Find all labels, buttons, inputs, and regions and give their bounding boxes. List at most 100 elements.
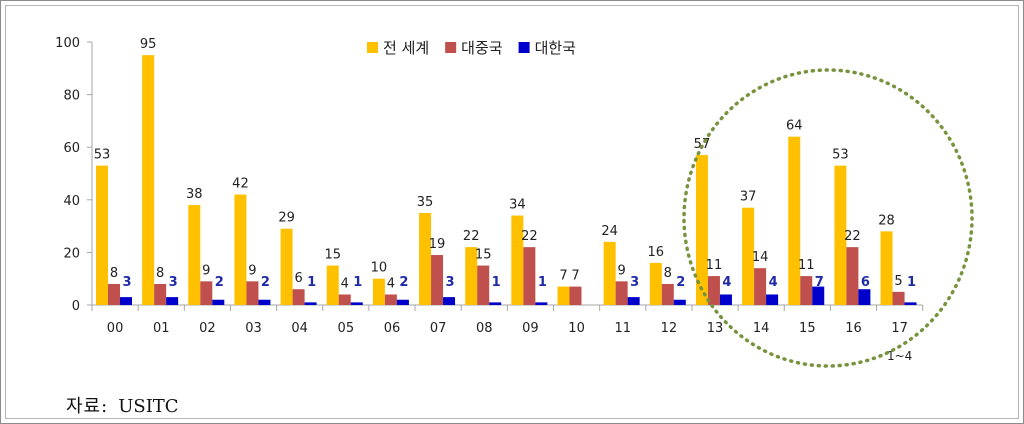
bar-china: [384, 294, 397, 305]
bar-china: [338, 294, 351, 305]
data-label-china: 22: [844, 229, 861, 244]
bar-china: [523, 247, 536, 305]
bar-world: [372, 278, 385, 305]
bar-world: [142, 55, 155, 306]
data-label-world: 64: [786, 119, 803, 134]
bar-china: [800, 276, 813, 305]
x-tick-label: 10: [568, 321, 585, 336]
x-tick-sublabel: 1~4: [887, 349, 912, 363]
bar-world: [603, 241, 616, 305]
bar-korea: [120, 297, 132, 305]
source-note: 자료: USITC: [66, 392, 179, 418]
bar-world: [880, 231, 893, 305]
data-label-china: 4: [341, 276, 349, 291]
legend-swatch: [367, 42, 378, 53]
x-tick-label: 01: [153, 321, 170, 336]
data-label-korea: 2: [215, 275, 224, 290]
data-label-china: 8: [664, 266, 672, 281]
highlight-ellipse: [682, 68, 974, 368]
bar-china: [754, 268, 767, 305]
x-tick-label: 13: [707, 321, 724, 336]
x-tick-label: 12: [661, 321, 678, 336]
bar-korea: [350, 302, 363, 305]
x-tick-label: 15: [799, 321, 816, 336]
data-label-world: 57: [694, 137, 711, 152]
legend-label: 대중국: [461, 39, 503, 57]
bar-korea: [535, 302, 548, 305]
y-tick-label: 60: [63, 141, 80, 156]
bar-china: [661, 283, 674, 305]
data-label-korea: 2: [399, 275, 408, 290]
x-tick-label: 11: [614, 321, 631, 336]
data-label-china: 11: [798, 258, 815, 273]
x-tick-label: 03: [245, 321, 262, 336]
x-tick-label: 04: [291, 321, 308, 336]
x-tick-label: 16: [845, 321, 862, 336]
y-tick-label: 20: [63, 246, 80, 261]
bar-china: [431, 255, 444, 305]
x-tick-label: 02: [199, 321, 216, 336]
data-label-world: 34: [509, 198, 526, 213]
data-label-china: 14: [752, 250, 769, 265]
data-label-world: 24: [601, 224, 618, 239]
data-label-china: 11: [706, 258, 723, 273]
data-label-china: 7: [571, 269, 579, 284]
bar-korea: [812, 286, 825, 305]
data-label-korea: 1: [907, 275, 916, 290]
bar-world: [96, 165, 108, 305]
bar-china: [154, 283, 167, 305]
x-tick-label: 08: [476, 321, 493, 336]
bar-korea: [719, 294, 732, 305]
x-tick-label: 06: [384, 321, 401, 336]
data-label-world: 42: [232, 177, 249, 192]
source-label: 자료:: [66, 396, 109, 417]
bar-korea: [396, 299, 409, 305]
x-tick-label: 05: [338, 321, 355, 336]
bar-world: [742, 207, 755, 305]
bar-korea: [904, 302, 917, 305]
legend-label: 대한국: [535, 39, 577, 57]
data-label-world: 53: [832, 148, 849, 163]
data-label-world: 29: [278, 211, 295, 226]
bar-china: [108, 283, 120, 305]
data-label-china: 15: [475, 248, 492, 263]
data-label-korea: 2: [676, 275, 685, 290]
data-label-china: 5: [894, 274, 902, 289]
x-tick-label: 09: [522, 321, 539, 336]
x-tick-label: 07: [430, 321, 447, 336]
data-label-korea: 4: [769, 275, 778, 290]
data-label-world: 15: [324, 248, 341, 263]
data-label-world: 22: [463, 229, 480, 244]
bar-world: [649, 262, 662, 305]
bar-korea: [212, 299, 225, 305]
legend-label: 전 세계: [383, 39, 429, 57]
y-tick-label: 40: [63, 194, 80, 209]
data-label-korea: 1: [307, 275, 316, 290]
data-label-korea: 2: [261, 275, 270, 290]
bar-korea: [443, 297, 456, 305]
data-label-korea: 3: [630, 275, 639, 290]
bar-korea: [166, 297, 179, 305]
bar-china: [846, 247, 859, 305]
x-tick-label: 14: [753, 321, 770, 336]
y-tick-label: 80: [63, 89, 80, 104]
bar-world: [326, 265, 339, 305]
data-label-world: 10: [371, 261, 388, 276]
data-label-korea: 3: [169, 275, 178, 290]
data-label-korea: 3: [122, 275, 131, 290]
bar-world: [695, 155, 708, 305]
data-label-world: 28: [878, 213, 895, 228]
bar-korea: [627, 297, 640, 305]
data-label-world: 7: [559, 269, 567, 284]
data-label-korea: 3: [446, 275, 455, 290]
data-label-world: 37: [740, 190, 757, 205]
bar-china: [292, 289, 305, 305]
bar-world: [465, 247, 478, 305]
data-label-china: 9: [618, 263, 626, 278]
bar-china: [892, 291, 905, 305]
bar-world: [788, 136, 801, 305]
legend-swatch: [518, 42, 530, 53]
inner-frame: [5, 5, 1019, 419]
data-label-korea: 7: [815, 275, 824, 290]
bar-korea: [489, 302, 502, 305]
